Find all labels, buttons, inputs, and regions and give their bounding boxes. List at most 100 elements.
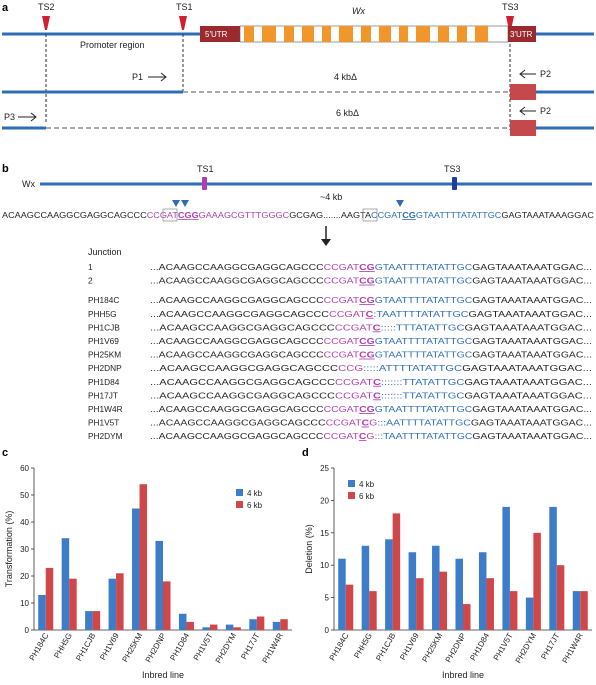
exon-11: [438, 26, 449, 42]
x-tick-label: PH2DNP: [444, 632, 468, 665]
seq-segment: GTAATTTTATATTGC: [375, 262, 472, 272]
del4-label: 4 kbΔ: [334, 72, 357, 82]
junction-rows: 1 ...ACAAGCCAAGGCGAGGCAGCCC CCGAT CG GTAATTT…: [88, 262, 592, 441]
junction-row-sequence: ...ACAAGCCAAGGCGAGGCAGCCC CCGAT CG GTAATTTT…: [150, 276, 592, 286]
bar-6kb-PH1CJB: [392, 513, 401, 630]
ts2-label: TS2: [38, 2, 55, 12]
legend-swatch: [236, 489, 243, 496]
seq-segment: ATTTTATATTGC: [379, 363, 462, 373]
ts1-small-label: TS1: [197, 164, 214, 174]
bar-4kb-PH2DYM: [225, 624, 234, 630]
legend-swatch: [348, 492, 355, 499]
seq-segment: :::::::: [381, 377, 403, 387]
bar-6kb-PH1V5T: [209, 624, 218, 630]
y-tick-label: 20: [320, 496, 329, 505]
seq-segment: CG: [359, 336, 375, 346]
x-tick-label: PH1V69: [98, 631, 121, 662]
reference-seq-segment: GTAATTTTATATTGC: [416, 211, 502, 220]
seq-segment: GAGTAAATAAATGGAC...: [462, 363, 592, 373]
y-tick-label: 50: [20, 491, 29, 500]
y-tick-label: 30: [20, 545, 29, 554]
seq-segment: GAGTAAATAAATGGAC...: [472, 350, 592, 360]
junction-row-name: PHH5G: [88, 309, 117, 319]
seq-segment: :::: [377, 418, 386, 428]
seq-segment: C: [366, 309, 374, 319]
x-tick-label: PH184C: [28, 631, 51, 662]
gene-body: [239, 25, 509, 43]
reference-seq-segment: GAGTAAATAAAGGAC: [501, 211, 594, 220]
junction-row-name: PH1CJB: [88, 322, 120, 332]
seq-segment: :::::: [363, 363, 379, 373]
del6-utr-box: [510, 120, 536, 136]
bar-6kb-PH1W4R: [280, 619, 288, 630]
junction-row-name: PH2DYM: [88, 431, 123, 441]
junction-row-name: PH1V5T: [88, 418, 119, 428]
reference-seq-segment: CGG: [178, 211, 199, 220]
seq-segment: TTATATTGC: [402, 390, 464, 400]
ts2-marker: TS2: [38, 2, 55, 30]
bar-4kb-PH1V69: [108, 578, 117, 630]
junction-row-sequence: ...ACAAGCCAAGGCGAGGCAGCCC CCGAT C::::: TTTA…: [150, 322, 592, 332]
junction-row-sequence: ...ACAAGCCAAGGCGAGGCAGCCC CCGAT CG GTAATTTT…: [150, 404, 592, 414]
y-tick-label: 0: [25, 626, 30, 635]
utr5-label: 5′UTR: [205, 30, 228, 39]
bar-6kb-PH184C: [45, 567, 54, 630]
seq-segment: CG: [359, 295, 375, 305]
ts3-marker: TS3: [502, 2, 519, 30]
bar-4kb-PH2DNP: [455, 558, 463, 630]
bar-6kb-PH1V5T: [509, 591, 518, 630]
seq-segment: G: [366, 431, 374, 441]
bar-6kb-PH1V69: [116, 573, 124, 630]
seq-segment: CCGAT: [324, 336, 360, 346]
seq-segment: G: [369, 418, 377, 428]
junction-row-name: PH1V69: [88, 336, 119, 346]
junction-row-sequence: ...ACAAGCCAAGGCGAGGCAGCCC CCGAT CG GTAATTTT…: [150, 336, 592, 346]
seq-segment: C: [359, 431, 366, 441]
wx-label: Wx: [22, 179, 35, 189]
p1-arrow-icon: [148, 72, 167, 82]
y-axis-label: Transformation (%): [4, 511, 14, 588]
bar-4kb-PH1V5T: [202, 627, 210, 630]
x-tick-label: PH1CJB: [374, 632, 397, 663]
p3-arrow-icon: [18, 112, 37, 122]
bar-6kb-PH1CJB: [92, 611, 101, 630]
junction-row-name: 2: [88, 276, 93, 286]
y-tick-label: 0: [325, 626, 330, 635]
bar-6kb-PH2DYM: [233, 627, 241, 630]
y-tick-label: 5: [325, 594, 330, 603]
bar-6kb-PH1W4R: [580, 591, 588, 630]
reference-sequence: ACAAGCCAAGGCGAGGCAGCCC CCGAT CGG GAAAGCGTTT…: [2, 211, 594, 220]
bar-6kb-PH17JT: [556, 565, 565, 630]
junction-row-sequence: ...ACAAGCCAAGGCGAGGCAGCCC CCG::::: ATTTTAT…: [150, 363, 592, 373]
legend-label: 4 kb: [359, 480, 375, 489]
y-tick-label: 60: [20, 464, 29, 473]
junction-row-sequence: ...ACAAGCCAAGGCGAGGCAGCCC CCGAT CG GTAATTTT…: [150, 295, 592, 305]
exon-7: [361, 26, 371, 42]
del4-utr-box: [510, 84, 536, 100]
cut-triangle-3: [396, 200, 404, 207]
seq-segment: GAGTAAATAAATGGAC...: [464, 377, 592, 387]
seq-segment: GTAATTTTATATTGC: [375, 404, 472, 414]
promoter-label: Promoter region: [80, 40, 145, 50]
seq-segment: CCGAT: [324, 404, 360, 414]
bar-6kb-PH2DNP: [463, 604, 471, 630]
exon-5: [322, 26, 331, 42]
seq-segment: GAGTAAATAAATGGAC...: [464, 390, 592, 400]
exon-4: [302, 26, 314, 42]
x-tick-label: PHH5G: [352, 632, 374, 660]
bar-4kb-PH1CJB: [385, 539, 393, 630]
p3-label: P3: [4, 112, 15, 122]
seq-segment: :::::: [381, 322, 396, 332]
bar-6kb-PH17JT: [256, 616, 265, 630]
exon-3: [284, 26, 294, 42]
x-tick-label: PH1W4R: [261, 631, 286, 665]
seq-segment: C: [362, 418, 370, 428]
p2-label-2: P2: [540, 106, 551, 116]
ts1-marker: TS1: [176, 2, 193, 30]
ts3-small-marker: TS3: [444, 164, 461, 190]
seq-segment: TTTATATTGC: [396, 322, 465, 332]
junction-row-sequence: ...ACAAGCCAAGGCGAGGCAGCCC CCGAT C::::::: TT…: [150, 377, 592, 387]
bar-4kb-PH25KM: [132, 508, 140, 630]
seq-segment: :: [373, 309, 376, 319]
